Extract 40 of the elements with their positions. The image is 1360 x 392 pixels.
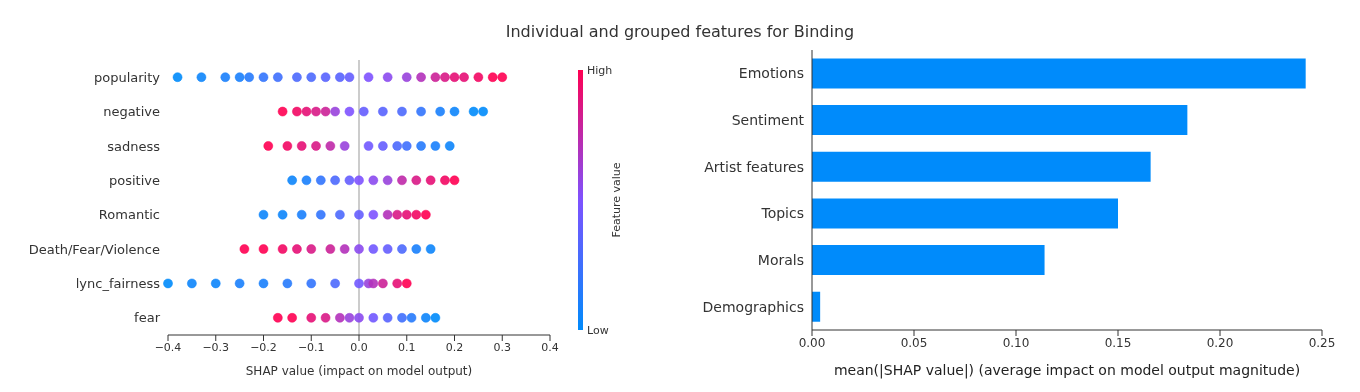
x-tick-label: 0.25 bbox=[1308, 335, 1336, 350]
x-tick-label: 0.05 bbox=[900, 335, 928, 350]
x-tick-label: 0.1 bbox=[398, 340, 416, 354]
x-tick-label: −0.2 bbox=[250, 340, 277, 354]
x-tick-label: 0.0 bbox=[350, 340, 368, 354]
y-tick-label: sadness bbox=[107, 138, 161, 154]
y-tick-label: Romantic bbox=[98, 207, 160, 223]
x-tick-label: 0.10 bbox=[1002, 335, 1030, 350]
y-tick-label: Morals bbox=[757, 251, 804, 268]
x-tick-label: −0.3 bbox=[202, 340, 230, 354]
x-tick-label: 0.20 bbox=[1206, 335, 1234, 350]
bar bbox=[812, 151, 1151, 182]
x-axis-title: SHAP value (impact on model output) bbox=[245, 364, 473, 378]
x-tick-label: −0.4 bbox=[154, 340, 182, 354]
y-tick-label: Demographics bbox=[702, 298, 804, 315]
bar bbox=[812, 58, 1306, 89]
y-tick-label: fear bbox=[134, 310, 161, 326]
color-bar-label: Low bbox=[587, 324, 609, 337]
x-axis-title: mean(|SHAP value|) (average impact on model output magnitude) bbox=[833, 362, 1301, 379]
y-tick-label: positive bbox=[109, 172, 160, 188]
y-tick-label: Death/Fear/Violence bbox=[28, 241, 160, 257]
y-tick-label: lync_fairness bbox=[75, 276, 161, 292]
color-bar-title: Feature value bbox=[610, 162, 623, 238]
color-bar-label: High bbox=[587, 64, 613, 77]
x-tick-label: 0.2 bbox=[445, 340, 464, 354]
bar bbox=[812, 198, 1118, 229]
x-tick-label: 0.3 bbox=[493, 340, 511, 354]
text: Individual and grouped features for Binding bbox=[504, 21, 856, 43]
x-tick-label: 0.00 bbox=[798, 335, 826, 350]
y-tick-label: Sentiment bbox=[731, 111, 805, 128]
x-tick-label: 0.15 bbox=[1104, 335, 1132, 350]
y-tick-label: Emotions bbox=[738, 65, 804, 82]
x-tick-label: −0.1 bbox=[297, 340, 325, 354]
y-tick-label: Artist features bbox=[704, 158, 804, 175]
y-tick-label: negative bbox=[103, 104, 160, 120]
y-tick-label: Topics bbox=[760, 205, 804, 222]
x-tick-label: 0.4 bbox=[541, 340, 559, 354]
y-tick-label: popularity bbox=[93, 69, 161, 85]
bar bbox=[812, 105, 1188, 136]
bar bbox=[812, 245, 1045, 276]
